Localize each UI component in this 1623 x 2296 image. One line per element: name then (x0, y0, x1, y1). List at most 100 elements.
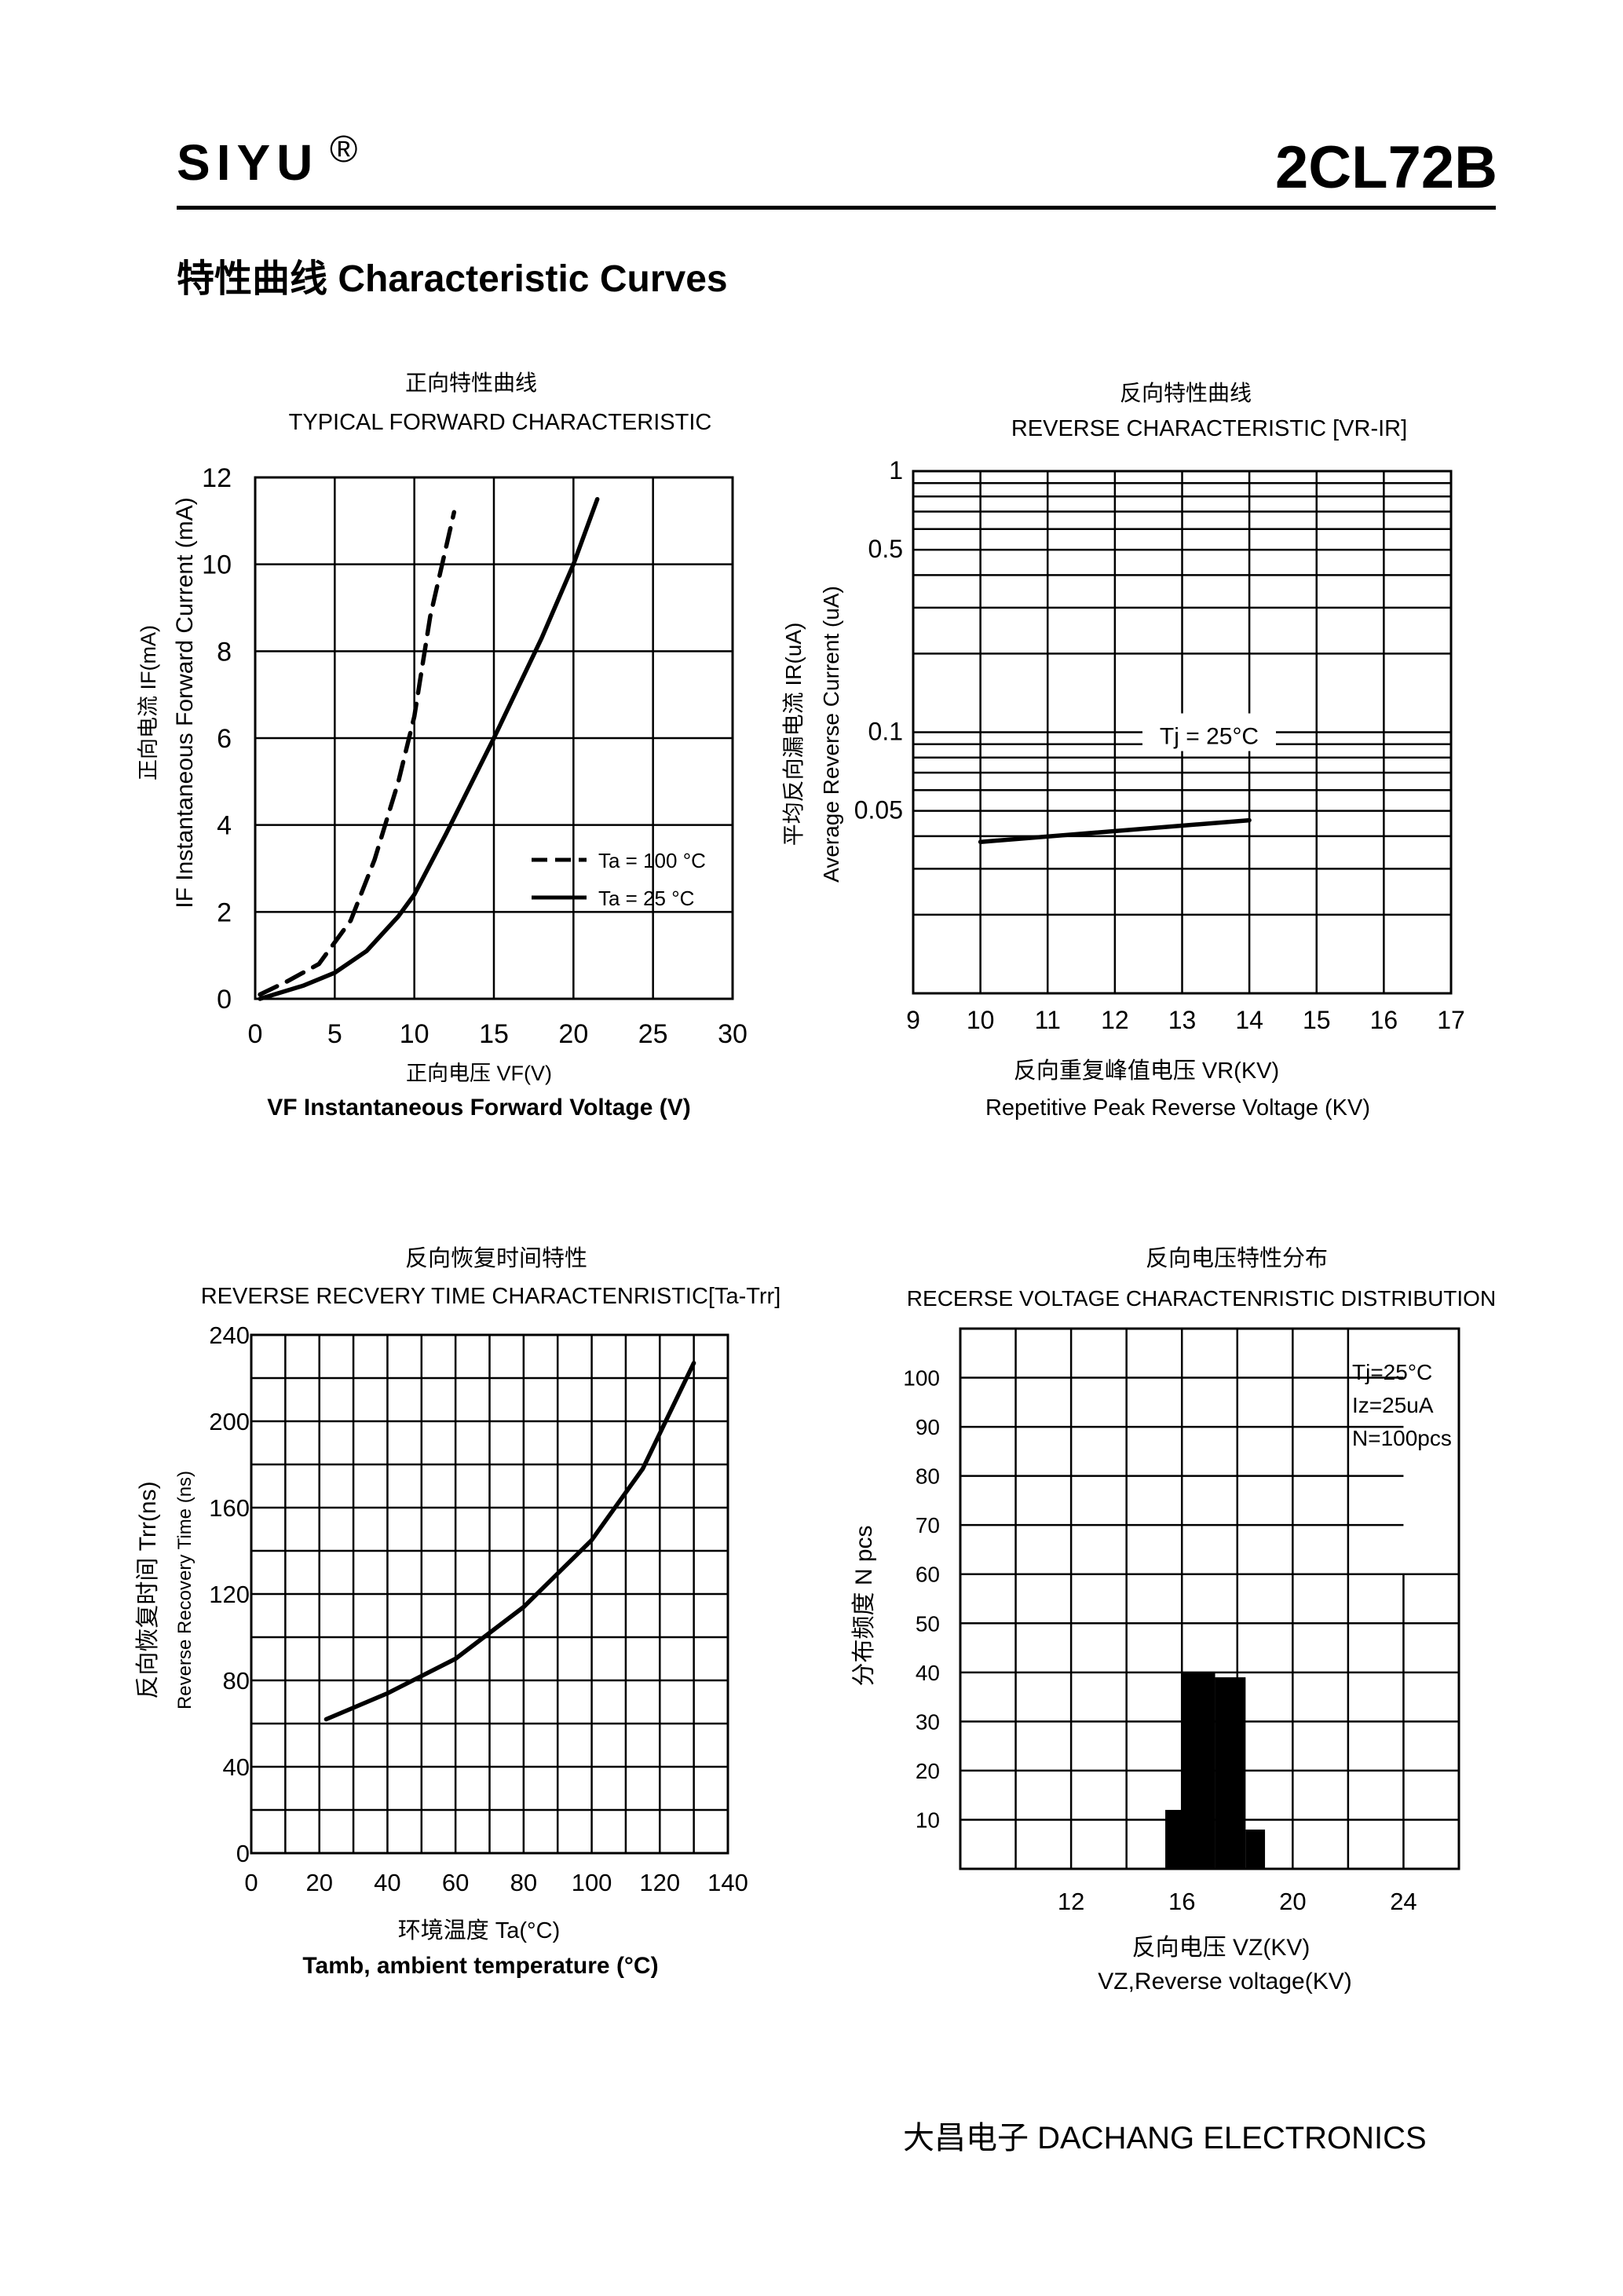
chart3-x-tick-label: 120 (639, 1869, 680, 1896)
chart1-frame (254, 476, 734, 1000)
chart4-x-axis-label-cn: 反向电压 VZ(KV) (1132, 1935, 1310, 1961)
chart3-y-tick-label: 40 (223, 1753, 250, 1781)
chart2-x-tick-label: 16 (1370, 1006, 1398, 1034)
chart4-bar (1215, 1677, 1246, 1869)
chart2-x-tick-label: 13 (1168, 1006, 1197, 1034)
chart2-y-tick-label: 0.5 (868, 535, 903, 563)
chart3-y-tick-label: 80 (223, 1667, 250, 1695)
chart4-y-tick-label: 80 (916, 1464, 940, 1489)
chart1-y-tick-label: 6 (217, 724, 232, 754)
chart3-y-tick-label: 200 (209, 1408, 250, 1435)
chart2-x-axis-label: Repetitive Peak Reverse Voltage (KV) (985, 1095, 1370, 1121)
chart2-frame (912, 470, 1453, 995)
chart1-y-tick-label: 12 (202, 463, 232, 493)
chart4-y-tick-label: 50 (916, 1611, 940, 1636)
chart1-y-tick-label: 2 (217, 898, 232, 927)
chart2-x-tick-label: 10 (967, 1006, 995, 1034)
chart3-y-axis-label-cn: 反向恢复时间 Trr(ns) (135, 1481, 161, 1698)
chart1-y-tick-label: 4 (217, 811, 232, 841)
chart3-y-tick-label: 240 (209, 1322, 250, 1349)
chart2-annotation: Tj = 25°C (1160, 724, 1259, 750)
chart3-x-tick-label: 140 (707, 1869, 748, 1896)
chart2-y-axis-label-cn: 平均反向漏电流 IR(uA) (781, 623, 806, 846)
chart4-y-tick-label: 20 (916, 1759, 940, 1783)
chart1-x-tick-label: 5 (327, 1019, 342, 1049)
chart2-y-tick-label: 0.1 (868, 718, 903, 746)
chart3-x-tick-label: 60 (442, 1869, 469, 1896)
chart3-x-tick-label: 40 (374, 1869, 400, 1896)
chart4-x-tick-label: 24 (1390, 1888, 1416, 1915)
chart1-x-axis-label: VF Instantaneous Forward Voltage (V) (267, 1095, 691, 1121)
footer-company: 大昌电子 DACHANG ELECTRONICS (903, 2121, 1427, 2155)
chart1-title: TYPICAL FORWARD CHARACTERISTIC (289, 410, 712, 435)
section-title: 特性曲线 Characteristic Curves (177, 258, 728, 300)
chart1-x-tick-label: 20 (558, 1019, 588, 1049)
chart4-annotation-line: N=100pcs (1352, 1426, 1452, 1450)
registered-mark: ® (330, 129, 358, 170)
chart3-title: REVERSE RECVERY TIME CHARACTENRISTIC[Ta-… (201, 1284, 781, 1309)
chart4-title: RECERSE VOLTAGE CHARACTENRISTIC DISTRIBU… (907, 1286, 1496, 1311)
chart2-x-tick-label: 9 (906, 1006, 920, 1034)
chart4-y-tick-label: 40 (916, 1661, 940, 1685)
chart4-y-tick-label: 100 (903, 1366, 940, 1391)
chart1-x-tick-label: 10 (400, 1019, 430, 1049)
chart1-y-tick-label: 8 (217, 637, 232, 667)
chart2-x-tick-label: 12 (1101, 1006, 1129, 1034)
chart4-x-tick-label: 20 (1279, 1888, 1306, 1915)
chart3-x-axis-label: Tamb, ambient temperature (°C) (302, 1953, 658, 1979)
chart4-y-tick-label: 70 (916, 1513, 940, 1537)
chart4-y-tick-label: 10 (916, 1808, 940, 1832)
chart1-legend-label-ta100: Ta = 100 °C (598, 849, 706, 872)
chart3-x-tick-label: 100 (572, 1869, 612, 1896)
chart4-y-axis-label-cn: 分布频度 N pcs (851, 1525, 877, 1686)
chart3-x-axis-label-cn: 环境温度 Ta(°C) (398, 1918, 561, 1943)
chart2-y-tick-label: 0.05 (854, 796, 903, 824)
chart3-x-tick-label: 0 (244, 1869, 258, 1896)
chart4-bar (1165, 1809, 1183, 1869)
chart1-series-line-ta100 (258, 510, 457, 997)
chart2-x-axis-label-cn: 反向重复峰值电压 VR(KV) (1014, 1058, 1279, 1084)
chart4-y-tick-label: 60 (916, 1563, 940, 1587)
chart4-annotation-line: Tj=25°C (1352, 1360, 1432, 1384)
chart3-y-tick-label: 160 (209, 1494, 250, 1522)
chart4-x-tick-label: 16 (1168, 1888, 1195, 1915)
chart1-x-tick-label: 25 (638, 1019, 668, 1049)
chart4-bar (1182, 1672, 1215, 1869)
chart2-title-cn: 反向特性曲线 (1120, 381, 1252, 405)
chart2-x-tick-label: 11 (1035, 1006, 1061, 1034)
chart4-x-tick-label: 12 (1058, 1888, 1084, 1915)
chart3-y-axis-label: Reverse Recovery Time (ns) (174, 1471, 196, 1709)
chart2-x-tick-label: 14 (1235, 1006, 1263, 1034)
chart2-y-tick-label: 1 (889, 456, 903, 484)
chart3-x-tick-label: 80 (510, 1869, 537, 1896)
chart4-x-axis-label: VZ,Reverse voltage(KV) (1098, 1969, 1351, 1994)
chart1-title-cn: 正向特性曲线 (405, 371, 537, 395)
part-number: 2CL72B (1275, 134, 1497, 201)
chart4-y-tick-label: 90 (916, 1415, 940, 1439)
chart2-x-tick-label: 15 (1303, 1006, 1331, 1034)
chart1-x-tick-label: 15 (479, 1019, 509, 1049)
chart1-y-axis-label-cn: 正向电流 IF(mA) (137, 625, 160, 781)
header-rule (177, 206, 1496, 210)
chart3-y-tick-label: 120 (209, 1581, 250, 1608)
chart1-x-axis-label-cn: 正向电压 VF(V) (406, 1062, 552, 1085)
chart1-y-tick-label: 0 (217, 985, 232, 1015)
chart3-series-line (324, 1361, 696, 1722)
chart2-title: REVERSE CHARACTERISTIC [VR-IR] (1011, 416, 1407, 441)
chart2-x-tick-label: 17 (1437, 1006, 1465, 1034)
chart4-annotation-line: Iz=25uA (1352, 1393, 1434, 1417)
chart1-y-tick-label: 10 (202, 550, 232, 580)
brand-name: SIYU (177, 134, 320, 191)
chart3-frame (250, 1333, 729, 1855)
chart3-x-tick-label: 20 (305, 1869, 332, 1896)
chart4-y-tick-label: 30 (916, 1709, 940, 1734)
chart4-bar (1245, 1829, 1266, 1869)
chart3-title-cn: 反向恢复时间特性 (405, 1245, 587, 1271)
chart1-x-tick-label: 30 (718, 1019, 748, 1049)
chart3-y-tick-label: 0 (236, 1840, 250, 1867)
chart1-y-axis-label: IF Instantaneous Forward Current (mA) (172, 497, 198, 909)
chart2-series-line (978, 817, 1252, 844)
chart4-title-cn: 反向电压特性分布 (1146, 1245, 1328, 1271)
chart2-annotation-bg (1142, 713, 1276, 751)
